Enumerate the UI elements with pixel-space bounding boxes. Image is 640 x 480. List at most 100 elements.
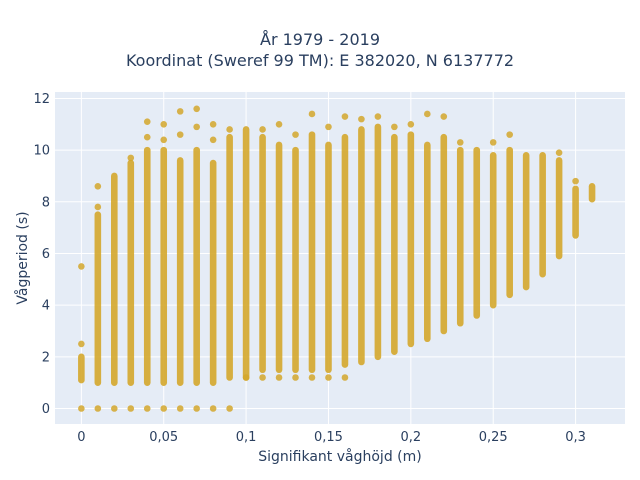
y-tick-label: 12 (33, 92, 50, 107)
data-point (193, 123, 200, 131)
data-column (242, 126, 250, 381)
data-point (143, 118, 151, 126)
data-point (292, 374, 299, 381)
x-tick-label: 0 (77, 430, 85, 445)
data-point (127, 154, 135, 162)
data-column (588, 183, 596, 203)
y-tick-label: 2 (42, 350, 50, 365)
data-point (275, 374, 283, 381)
data-point (308, 374, 316, 381)
y-tick-label: 0 (42, 402, 50, 417)
chart-title-line1: År 1979 - 2019 (260, 30, 380, 49)
data-column (473, 146, 481, 319)
data-point (193, 405, 200, 412)
data-column (292, 146, 299, 374)
x-tick-label: 0,1 (236, 430, 257, 445)
x-tick-label: 0,3 (565, 430, 586, 445)
data-point (292, 131, 299, 138)
data-point (176, 131, 184, 138)
data-column (572, 185, 579, 239)
tick-labels: 0 0,05 0,1 0,15 0,2 0,25 0,3 0 2 4 6 8 10 12 (33, 92, 585, 445)
data-point (94, 183, 102, 190)
data-point (275, 120, 283, 128)
data-point (407, 120, 415, 128)
data-point (341, 113, 349, 120)
data-point (456, 139, 464, 146)
data-point (358, 115, 365, 123)
data-point (374, 113, 382, 120)
data-point (209, 120, 217, 128)
data-column (522, 151, 530, 291)
data-point (193, 105, 200, 113)
data-point (555, 149, 563, 157)
data-column (391, 133, 398, 355)
data-column (78, 353, 85, 384)
data-point (226, 405, 233, 412)
data-point (143, 133, 151, 141)
data-point (160, 120, 168, 128)
data-column (193, 146, 200, 386)
data-point (489, 139, 497, 146)
data-point (308, 110, 316, 118)
y-tick-label: 6 (42, 247, 50, 262)
data-point (209, 405, 217, 412)
data-column (94, 211, 102, 386)
data-point (440, 113, 448, 120)
data-point (127, 405, 135, 412)
data-column (424, 141, 431, 343)
data-column (341, 133, 349, 368)
data-column (160, 146, 168, 386)
x-tick-label: 0,25 (479, 430, 508, 445)
x-tick-label: 0,15 (314, 430, 343, 445)
data-point (226, 126, 233, 133)
data-column (358, 126, 365, 366)
data-point (94, 405, 102, 412)
data-point (143, 405, 151, 412)
data-column (308, 131, 316, 374)
data-column (440, 133, 448, 335)
data-point (506, 131, 513, 138)
y-tick-label: 8 (42, 195, 50, 210)
data-point (242, 374, 250, 381)
chart-title-line2: Koordinat (Sweref 99 TM): E 382020, N 61… (125, 51, 515, 70)
data-point (160, 136, 168, 144)
data-column (489, 151, 497, 309)
data-point (94, 203, 102, 211)
data-point (341, 374, 349, 381)
data-column (456, 146, 464, 327)
data-column (111, 172, 118, 386)
data-column (539, 151, 546, 278)
data-column (374, 123, 382, 361)
data-point (78, 340, 85, 348)
data-column (143, 146, 151, 386)
data-point (78, 405, 85, 412)
data-column (259, 133, 266, 374)
data-point (325, 374, 332, 381)
data-point (259, 126, 266, 133)
data-column (226, 133, 233, 381)
data-column (275, 141, 283, 374)
data-point (160, 405, 168, 412)
x-axis-title: Signifikant våghöjd (m) (258, 448, 421, 465)
x-tick-label: 0,05 (149, 430, 178, 445)
data-point (572, 177, 579, 185)
y-tick-label: 10 (33, 144, 50, 159)
data-point (391, 123, 398, 131)
y-tick-label: 4 (42, 299, 50, 314)
data-point (176, 405, 184, 412)
data-markers (78, 105, 596, 412)
data-column (209, 159, 217, 386)
data-column (325, 141, 332, 374)
data-point (424, 110, 431, 118)
data-column (127, 159, 135, 386)
data-point (325, 123, 332, 131)
data-column (555, 157, 563, 260)
x-tick-label: 0,2 (400, 430, 421, 445)
y-axis-title: Vågperiod (s) (14, 211, 31, 304)
data-point (111, 405, 118, 412)
data-point (259, 374, 266, 381)
data-point (78, 263, 85, 270)
data-point (176, 108, 184, 115)
